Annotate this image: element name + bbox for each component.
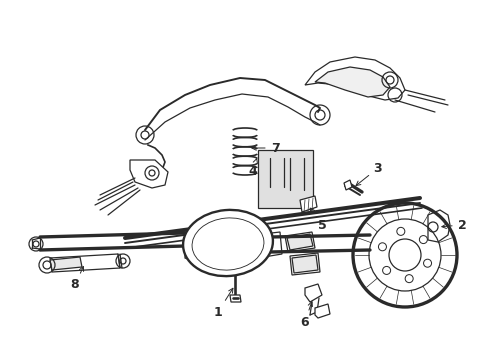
- Polygon shape: [50, 257, 82, 270]
- Polygon shape: [314, 304, 329, 318]
- Text: 8: 8: [71, 266, 83, 292]
- Text: 3: 3: [355, 162, 382, 186]
- Polygon shape: [289, 253, 319, 275]
- Polygon shape: [286, 234, 312, 250]
- Polygon shape: [299, 196, 316, 212]
- Ellipse shape: [192, 218, 264, 270]
- Polygon shape: [130, 160, 168, 188]
- Text: 7: 7: [251, 141, 279, 154]
- Bar: [258, 150, 312, 208]
- Polygon shape: [50, 254, 120, 272]
- Text: 1: 1: [213, 288, 232, 319]
- Polygon shape: [291, 255, 317, 273]
- Polygon shape: [305, 57, 404, 100]
- Polygon shape: [427, 210, 449, 242]
- Polygon shape: [184, 233, 215, 262]
- Polygon shape: [305, 284, 321, 302]
- Polygon shape: [254, 232, 282, 258]
- Polygon shape: [285, 232, 314, 252]
- Polygon shape: [314, 67, 389, 97]
- Text: 2: 2: [441, 219, 466, 231]
- Polygon shape: [229, 295, 241, 302]
- Polygon shape: [343, 180, 351, 190]
- Text: 5: 5: [309, 208, 325, 231]
- Text: 4: 4: [247, 159, 257, 178]
- Ellipse shape: [183, 210, 272, 276]
- Text: 6: 6: [300, 302, 312, 328]
